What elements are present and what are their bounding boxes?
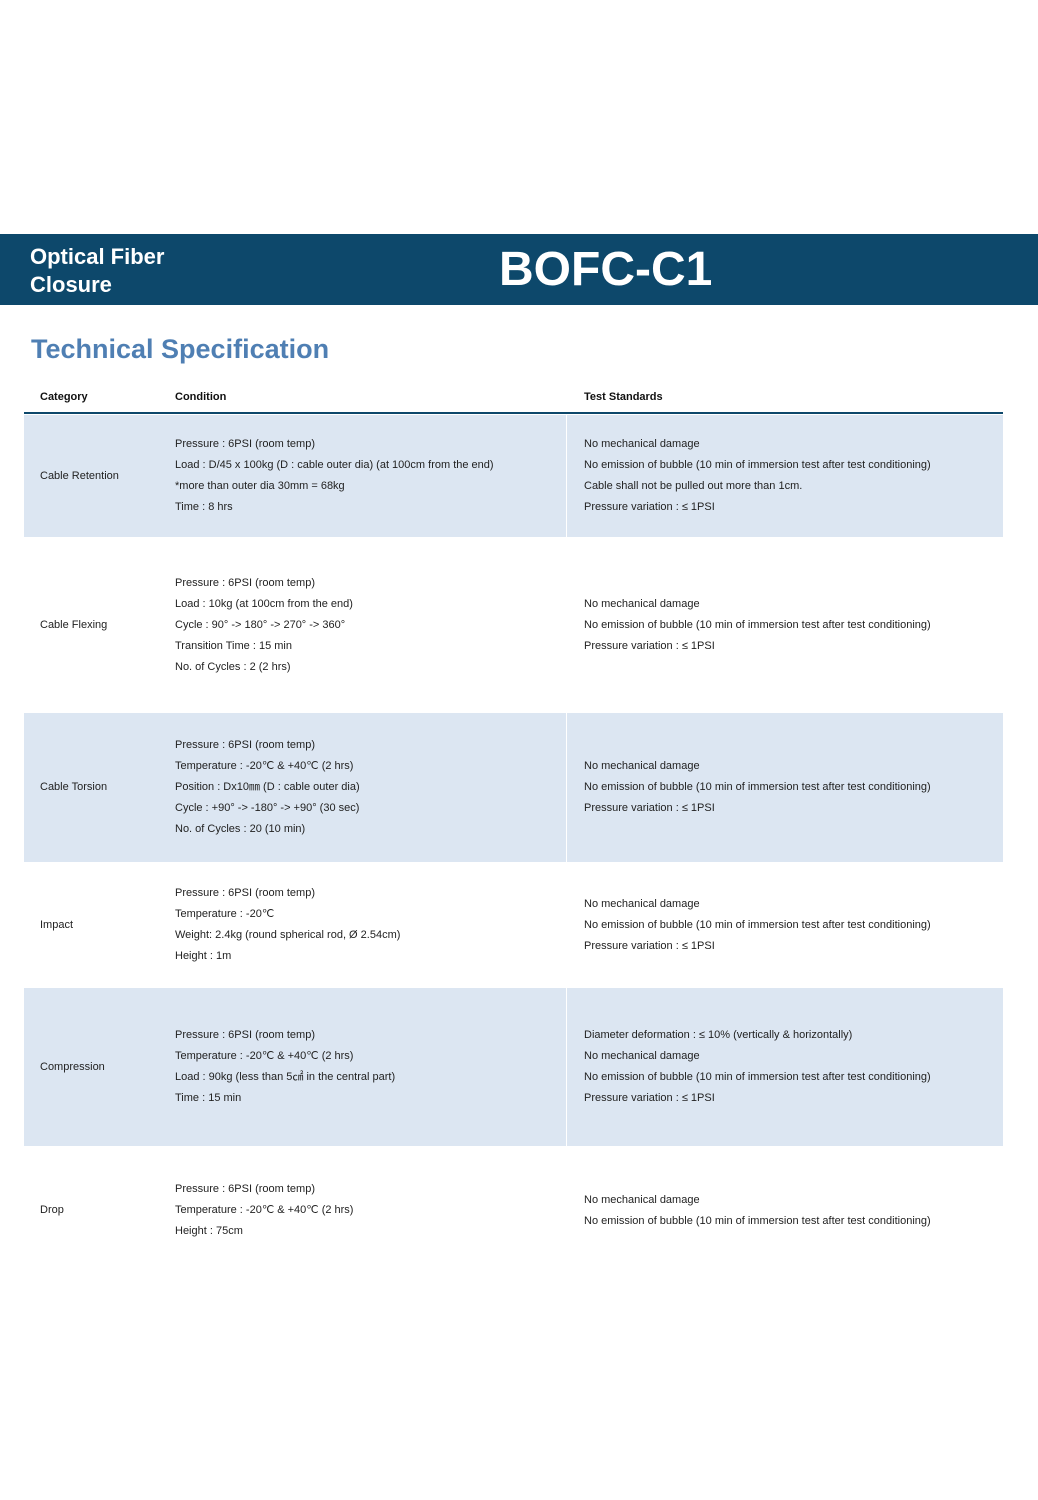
condition-line: Temperature : -20℃ & +40℃ (2 hrs) xyxy=(175,760,354,772)
condition-line: Temperature : -20℃ xyxy=(175,908,275,920)
condition-line: Pressure : 6PSI (room temp) xyxy=(175,739,315,751)
table-row: Drop Pressure : 6PSI (room temp) Temperatu… xyxy=(24,1146,1003,1275)
condition-line: Pressure : 6PSI (room temp) xyxy=(175,887,315,899)
condition-line: Transition Time : 15 min xyxy=(175,639,292,652)
standard-line: No mechanical damage xyxy=(584,897,700,910)
standard-line: No emission of bubble (10 min of immersi… xyxy=(584,781,931,793)
standards-cell: No mechanical damage No emission of bubbl… xyxy=(584,713,994,862)
header-category: Category xyxy=(40,391,88,403)
standard-line: No emission of bubble (10 min of immersi… xyxy=(584,1071,931,1083)
category-label: Drop xyxy=(40,1204,64,1216)
standard-line: Pressure variation : ≤ 1PSI xyxy=(584,802,715,814)
condition-line: Pressure : 6PSI (room temp) xyxy=(175,576,315,589)
column-divider xyxy=(566,415,567,537)
section-title: Technical Specification xyxy=(31,334,330,364)
condition-line: Height : 75cm xyxy=(175,1225,243,1237)
standard-line: No mechanical damage xyxy=(584,760,700,772)
category-label: Cable Flexing xyxy=(40,618,108,631)
category-cell: Cable Flexing xyxy=(40,537,170,713)
header-banner: Optical Fiber Closure BOFC-C1 xyxy=(0,234,1038,305)
standard-line: No mechanical damage xyxy=(584,1193,700,1206)
standard-line: No mechanical damage xyxy=(584,597,700,610)
table-row: Compression Pressure : 6PSI (room temp) Te… xyxy=(24,988,1003,1146)
condition-line: Weight: 2.4kg (round spherical rod, Ø 2.… xyxy=(175,929,401,941)
standards-cell: No mechanical damage No emission of bubbl… xyxy=(584,862,994,988)
standard-line: Pressure variation : ≤ 1PSI xyxy=(584,501,715,513)
category-label: Compression xyxy=(40,1060,105,1073)
condition-line: Pressure : 6PSI (room temp) xyxy=(175,1183,315,1195)
standard-line: No emission of bubble (10 min of immersi… xyxy=(584,1214,931,1227)
standards-cell: No mechanical damage No emission of bubbl… xyxy=(584,1146,994,1275)
product-type: Optical Fiber Closure xyxy=(30,243,164,299)
standard-line: Cable shall not be pulled out more than … xyxy=(584,480,803,492)
category-cell: Cable Torsion xyxy=(40,713,170,862)
standard-line: Pressure variation : ≤ 1PSI xyxy=(584,639,715,652)
table-row: Cable Torsion Pressure : 6PSI (room temp)… xyxy=(24,713,1003,862)
category-label: Cable Retention xyxy=(40,469,119,482)
standard-line: No mechanical damage xyxy=(584,438,700,450)
category-label: Cable Torsion xyxy=(40,781,108,793)
condition-line: Pressure : 6PSI (room temp) xyxy=(175,438,315,450)
standards-cell: No mechanical damage No emission of bubbl… xyxy=(584,537,994,713)
condition-line: Load : D/45 x 100kg (D : cable outer dia… xyxy=(175,459,494,471)
header-condition: Condition xyxy=(175,391,227,403)
condition-line: Time : 8 hrs xyxy=(175,501,233,513)
condition-cell: Pressure : 6PSI (room temp) Temperature :… xyxy=(175,862,565,988)
table-row: Impact Pressure : 6PSI (room temp) Tempera… xyxy=(24,862,1003,988)
standards-cell: No mechanical damage No emission of bubbl… xyxy=(584,415,994,537)
header-test-standards: Test Standards xyxy=(584,391,663,403)
condition-line: Position : Dx10㎜ (D : cable outer dia) xyxy=(175,781,360,793)
condition-line: Cycle : +90° -> -180° -> +90° (30 sec) xyxy=(175,802,360,814)
condition-cell: Pressure : 6PSI (room temp) Temperature :… xyxy=(175,1146,565,1275)
condition-line: *more than outer dia 30mm = 68kg xyxy=(175,480,345,492)
product-type-line2: Closure xyxy=(30,272,112,297)
model-name: BOFC-C1 xyxy=(499,243,713,296)
table-row: Cable Retention Pressure : 6PSI (room tem… xyxy=(24,415,1003,537)
standard-line: No emission of bubble (10 min of immersi… xyxy=(584,459,931,471)
category-cell: Compression xyxy=(40,988,170,1146)
standard-line: No emission of bubble (10 min of immersi… xyxy=(584,918,931,931)
category-cell: Drop xyxy=(40,1146,170,1275)
standard-line: Diameter deformation : ≤ 10% (vertically… xyxy=(584,1029,853,1041)
condition-line: Cycle : 90° -> 180° -> 270° -> 360° xyxy=(175,618,346,631)
condition-line: Temperature : -20℃ & +40℃ (2 hrs) xyxy=(175,1204,354,1216)
table-row: Cable Flexing Pressure : 6PSI (room temp)… xyxy=(24,537,1003,713)
condition-line: Height : 1m xyxy=(175,950,232,962)
condition-cell: Pressure : 6PSI (room temp) Temperature :… xyxy=(175,988,565,1146)
condition-line: Load : 90kg (less than 5㎠ in the central… xyxy=(175,1071,396,1083)
condition-cell: Pressure : 6PSI (room temp) Load : D/45 x… xyxy=(175,415,565,537)
standard-line: No emission of bubble (10 min of immersi… xyxy=(584,618,931,631)
table-header: Category Condition Test Standards xyxy=(24,388,1003,414)
category-label: Impact xyxy=(40,918,74,931)
condition-line: No. of Cycles : 20 (10 min) xyxy=(175,823,306,835)
condition-line: Load : 10kg (at 100cm from the end) xyxy=(175,597,353,610)
standard-line: No mechanical damage xyxy=(584,1050,700,1062)
condition-line: Temperature : -20℃ & +40℃ (2 hrs) xyxy=(175,1050,354,1062)
condition-line: Time : 15 min xyxy=(175,1092,242,1104)
category-cell: Cable Retention xyxy=(40,415,170,537)
column-divider xyxy=(566,713,567,862)
product-type-line1: Optical Fiber xyxy=(30,244,165,269)
category-cell: Impact xyxy=(40,862,170,988)
condition-line: No. of Cycles : 2 (2 hrs) xyxy=(175,660,291,673)
standard-line: Pressure variation : ≤ 1PSI xyxy=(584,939,715,952)
condition-cell: Pressure : 6PSI (room temp) Load : 10kg (… xyxy=(175,537,565,713)
standards-cell: Diameter deformation : ≤ 10% (vertically… xyxy=(584,988,994,1146)
standard-line: Pressure variation : ≤ 1PSI xyxy=(584,1092,715,1104)
condition-line: Pressure : 6PSI (room temp) xyxy=(175,1029,315,1041)
column-divider xyxy=(566,988,567,1146)
condition-cell: Pressure : 6PSI (room temp) Temperature :… xyxy=(175,713,565,862)
